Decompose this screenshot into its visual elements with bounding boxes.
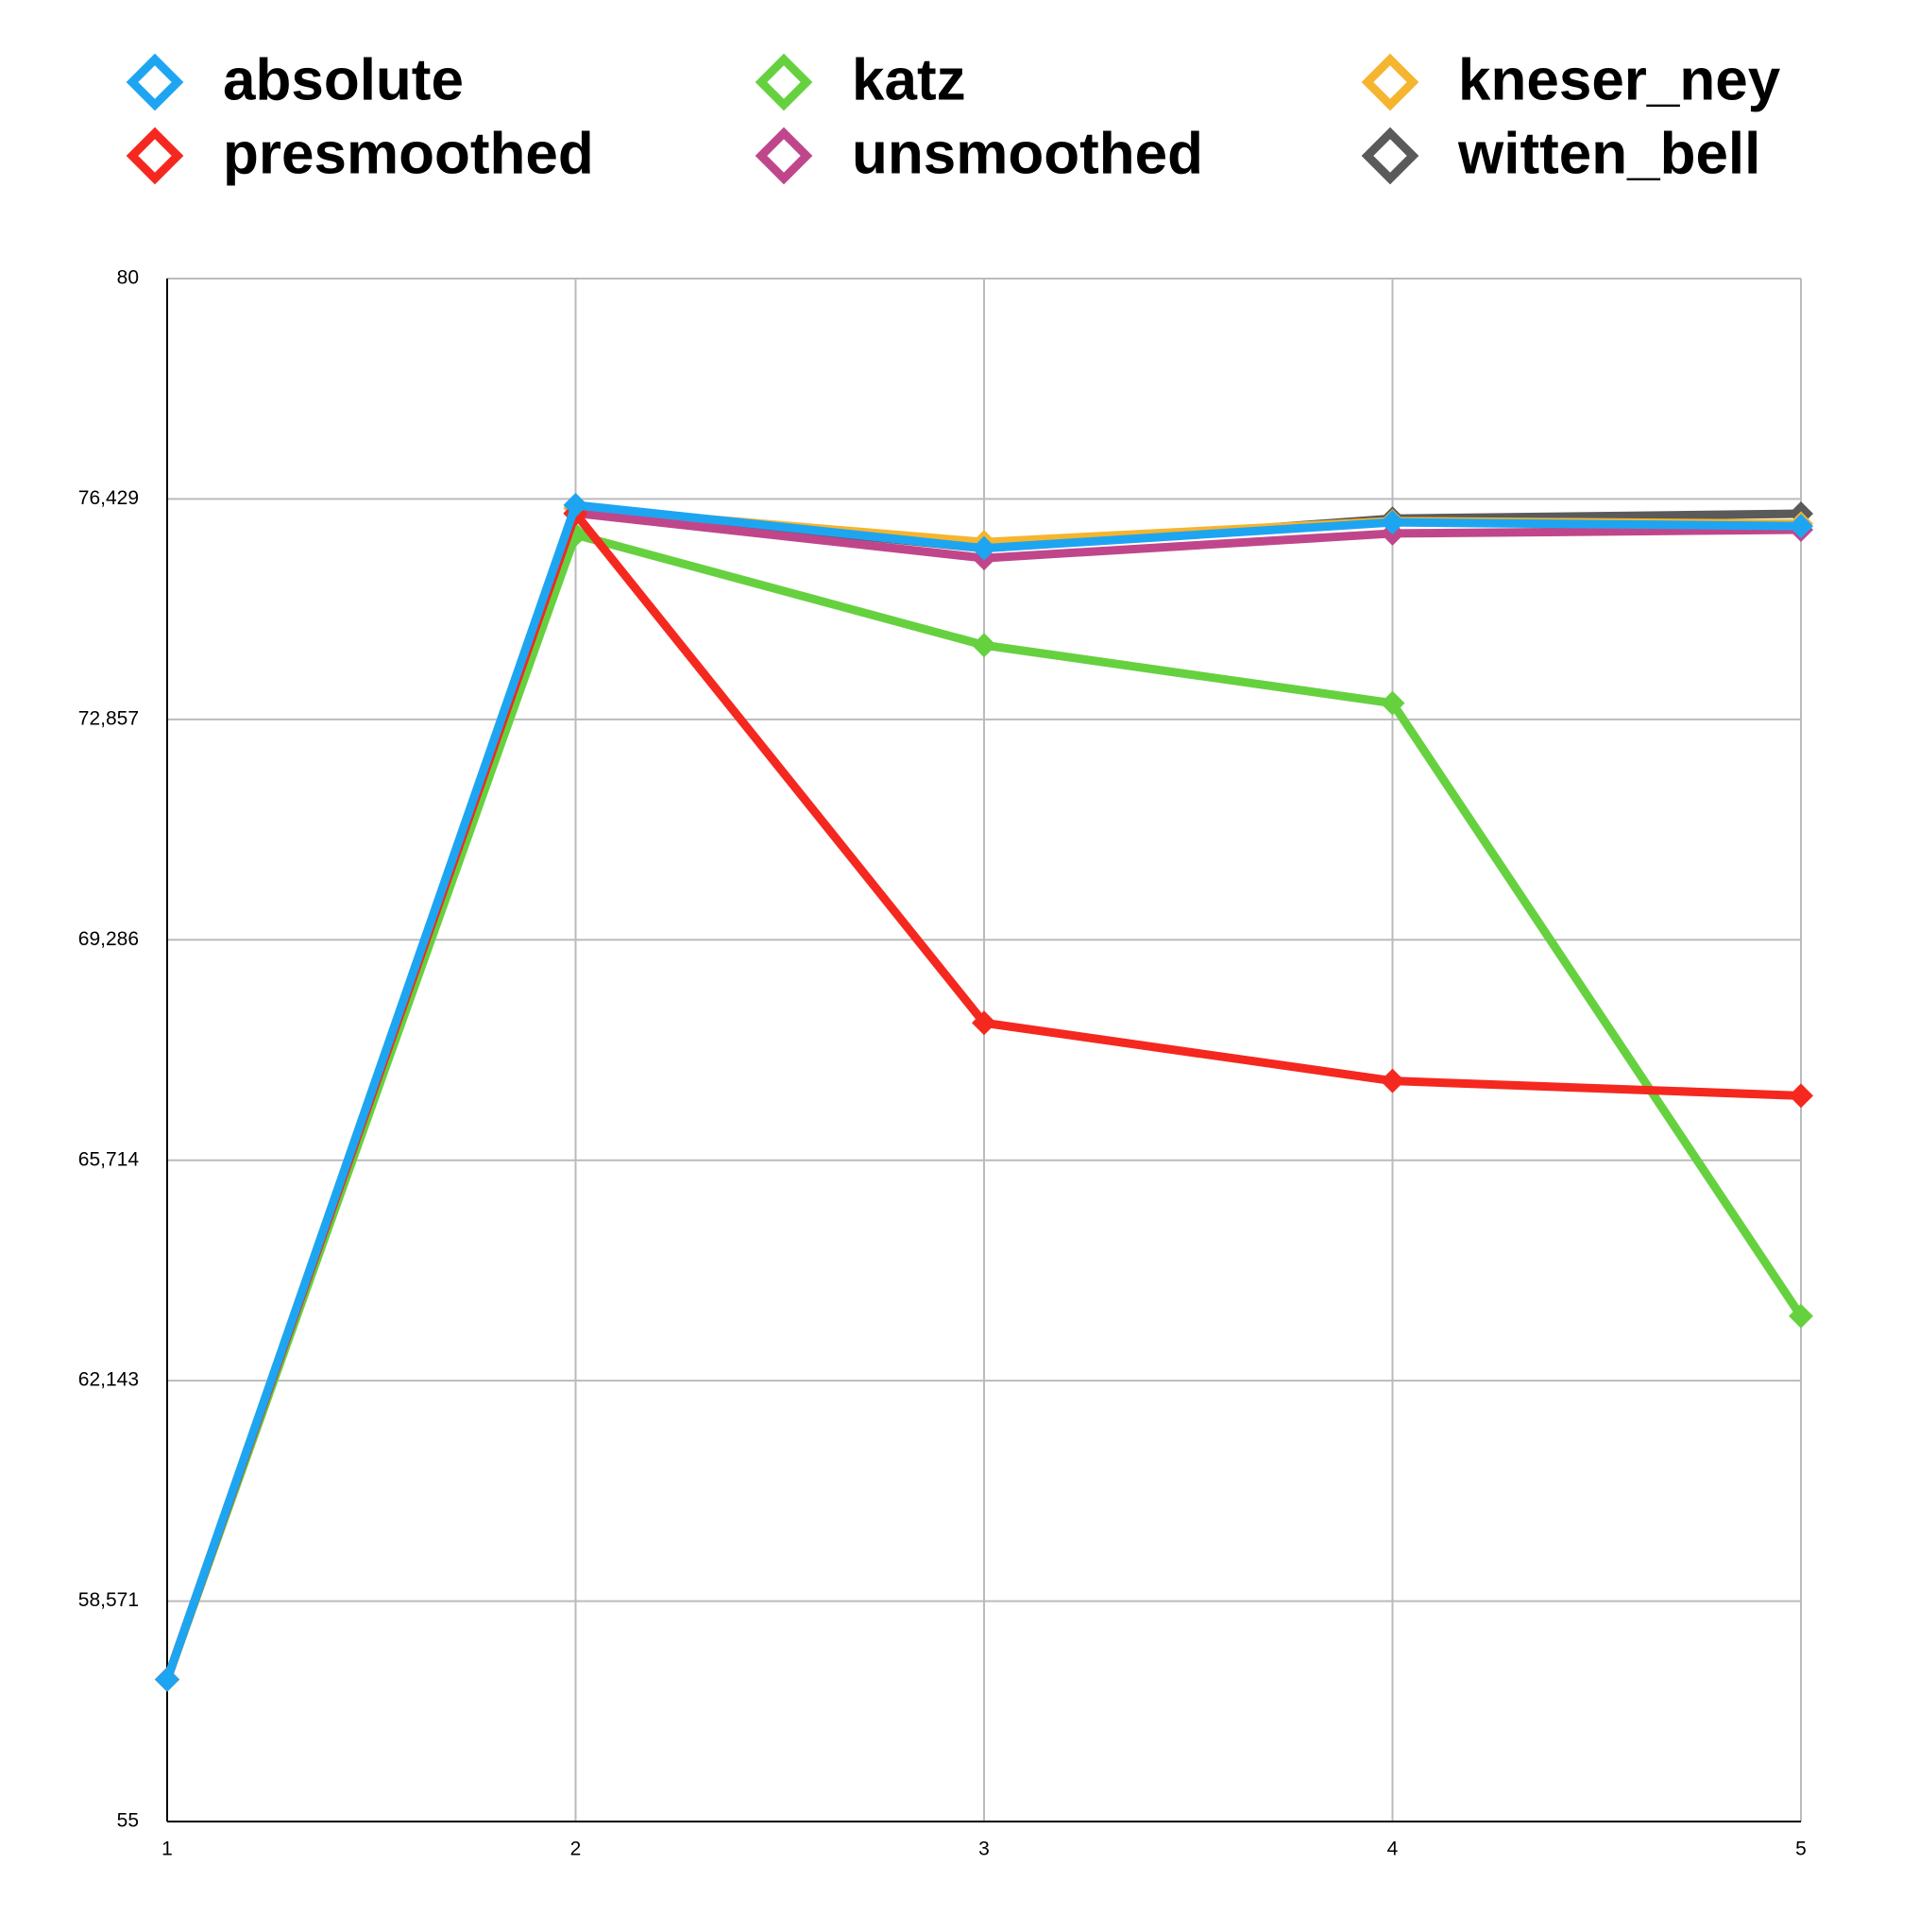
x-tick-label: 1 <box>161 1839 173 1860</box>
point-marker <box>972 1010 996 1036</box>
point-marker <box>1789 1083 1813 1109</box>
y-tick-label: 69,286 <box>78 928 139 950</box>
legend-marker <box>1361 127 1419 185</box>
point-marker <box>155 1667 179 1692</box>
y-tick-label: 65,714 <box>78 1148 140 1170</box>
y-tick-label: 62,143 <box>78 1369 139 1391</box>
point-marker <box>1789 1303 1813 1329</box>
legend-label: unsmoothed <box>852 121 1203 186</box>
y-tick-label: 72,857 <box>78 707 139 729</box>
legend-label: presmoothed <box>223 121 594 186</box>
point-marker <box>1380 690 1405 716</box>
legend-marker <box>126 127 184 185</box>
y-tick-label: 80 <box>117 267 139 289</box>
legend-label: witten_bell <box>1457 121 1760 186</box>
legend-marker <box>755 127 813 185</box>
x-tick-label: 2 <box>570 1839 582 1860</box>
point-marker <box>1380 1068 1405 1093</box>
x-tick-label: 5 <box>1795 1839 1807 1860</box>
legend-label: absolute <box>223 47 464 112</box>
legend-marker <box>755 53 813 111</box>
point-marker <box>972 633 996 658</box>
y-tick-label: 58,571 <box>78 1589 139 1611</box>
point-marker <box>1789 514 1813 539</box>
y-tick-label: 76,429 <box>78 487 139 509</box>
legend-marker <box>1361 53 1419 111</box>
legend-label: kneser_ney <box>1458 47 1781 112</box>
y-tick-label: 55 <box>117 1810 139 1832</box>
legend-marker <box>126 53 184 111</box>
point-marker <box>563 492 588 517</box>
point-marker <box>1380 510 1405 535</box>
x-tick-label: 4 <box>1387 1839 1399 1860</box>
point-marker <box>972 535 996 561</box>
legend-label: katz <box>852 47 966 112</box>
x-tick-label: 3 <box>978 1839 990 1860</box>
